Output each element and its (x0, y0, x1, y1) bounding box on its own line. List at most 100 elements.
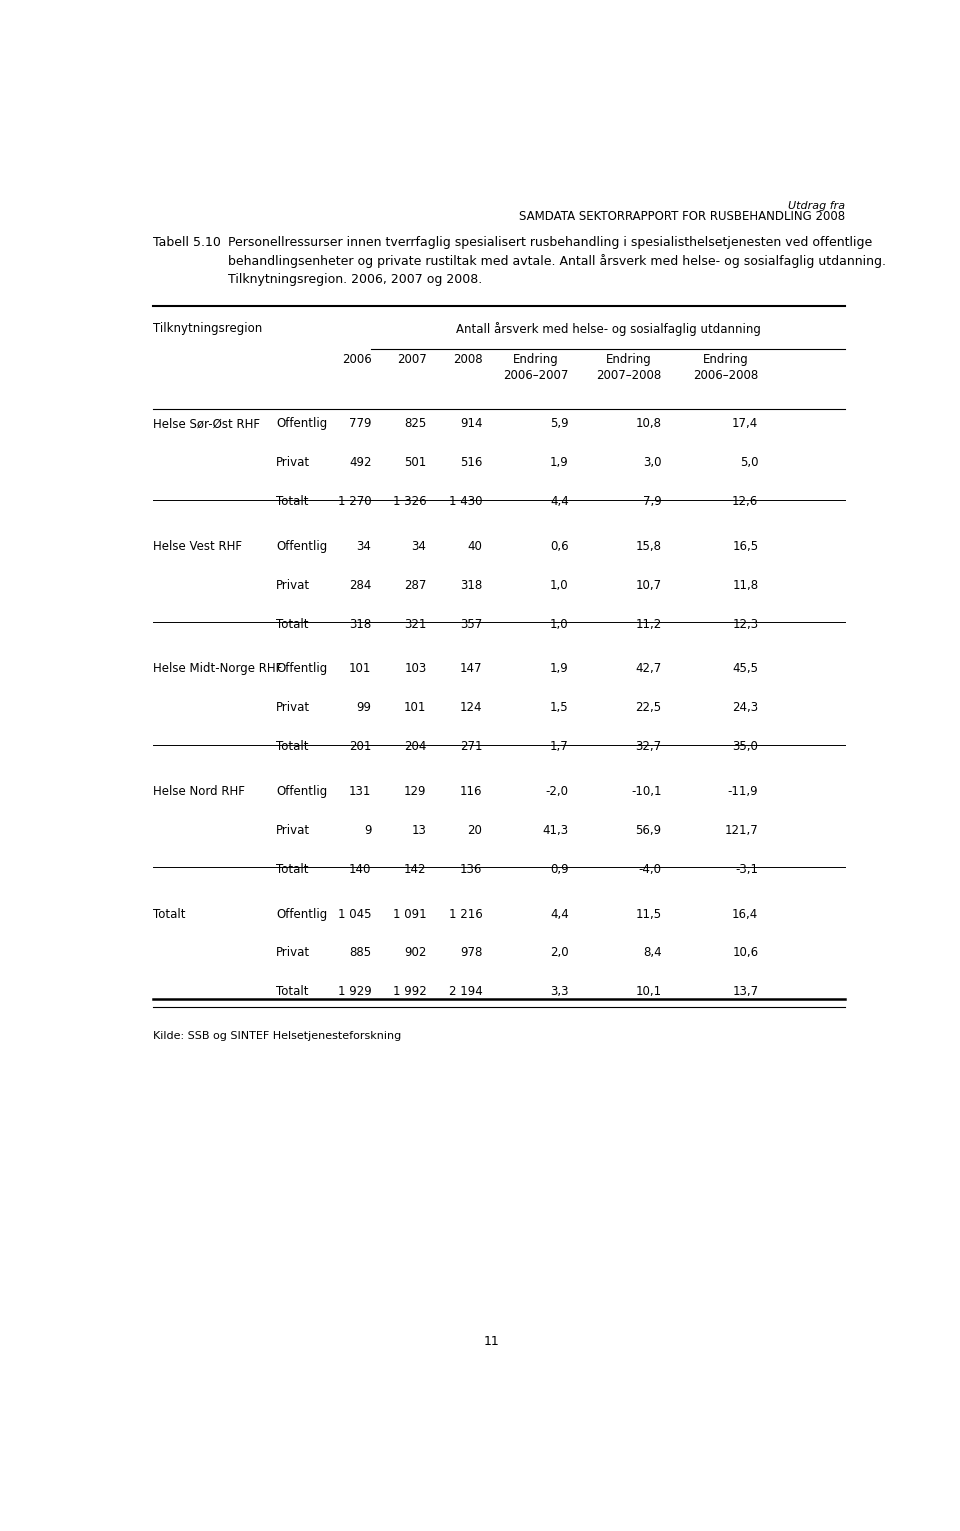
Text: Privat: Privat (276, 946, 310, 960)
Text: 17,4: 17,4 (732, 416, 758, 430)
Text: 1 929: 1 929 (338, 986, 372, 998)
Text: 35,0: 35,0 (732, 739, 758, 753)
Text: 10,1: 10,1 (636, 986, 661, 998)
Text: 16,4: 16,4 (732, 908, 758, 920)
Text: 121,7: 121,7 (725, 824, 758, 837)
Text: 318: 318 (349, 617, 372, 631)
Text: 41,3: 41,3 (542, 824, 568, 837)
Text: 16,5: 16,5 (732, 540, 758, 553)
Text: Tilknytningsregion: Tilknytningsregion (154, 322, 263, 335)
Text: 12,6: 12,6 (732, 495, 758, 508)
Text: 492: 492 (349, 456, 372, 468)
Text: 99: 99 (356, 701, 372, 715)
Text: Totalt: Totalt (276, 495, 309, 508)
Text: Privat: Privat (276, 701, 310, 715)
Text: 1,0: 1,0 (550, 579, 568, 591)
Text: Offentlig: Offentlig (276, 416, 327, 430)
Text: Helse Nord RHF: Helse Nord RHF (154, 785, 246, 798)
Text: 318: 318 (460, 579, 482, 591)
Text: 116: 116 (460, 785, 482, 798)
Text: Antall årsverk med helse- og sosialfaglig utdanning: Antall årsverk med helse- og sosialfagli… (456, 322, 761, 335)
Text: 1,0: 1,0 (550, 617, 568, 631)
Text: 11,8: 11,8 (732, 579, 758, 591)
Text: Privat: Privat (276, 456, 310, 468)
Text: 10,7: 10,7 (636, 579, 661, 591)
Text: 42,7: 42,7 (636, 663, 661, 675)
Text: 3,0: 3,0 (643, 456, 661, 468)
Text: 8,4: 8,4 (643, 946, 661, 960)
Text: Totalt: Totalt (154, 908, 186, 920)
Text: Offentlig: Offentlig (276, 785, 327, 798)
Text: 142: 142 (404, 863, 426, 876)
Text: Helse Midt-Norge RHF: Helse Midt-Norge RHF (154, 663, 283, 675)
Text: Totalt: Totalt (276, 617, 309, 631)
Text: 825: 825 (404, 416, 426, 430)
Text: 1,9: 1,9 (550, 663, 568, 675)
Text: 34: 34 (356, 540, 372, 553)
Text: 1,5: 1,5 (550, 701, 568, 715)
Text: 13: 13 (412, 824, 426, 837)
Text: 5,9: 5,9 (550, 416, 568, 430)
Text: -2,0: -2,0 (545, 785, 568, 798)
Text: 22,5: 22,5 (636, 701, 661, 715)
Text: 11,2: 11,2 (636, 617, 661, 631)
Text: 0,6: 0,6 (550, 540, 568, 553)
Text: 1 091: 1 091 (393, 908, 426, 920)
Text: 2006: 2006 (342, 354, 372, 366)
Text: 914: 914 (460, 416, 482, 430)
Text: Tabell 5.10: Tabell 5.10 (154, 236, 222, 248)
Text: 13,7: 13,7 (732, 986, 758, 998)
Text: 3,3: 3,3 (550, 986, 568, 998)
Text: -10,1: -10,1 (631, 785, 661, 798)
Text: 124: 124 (460, 701, 482, 715)
Text: 4,4: 4,4 (550, 908, 568, 920)
Text: 136: 136 (460, 863, 482, 876)
Text: 2,0: 2,0 (550, 946, 568, 960)
Text: 1,7: 1,7 (550, 739, 568, 753)
Text: 129: 129 (404, 785, 426, 798)
Text: 284: 284 (349, 579, 372, 591)
Text: Kilde: SSB og SINTEF Helsetjenesteforskning: Kilde: SSB og SINTEF Helsetjenesteforskn… (154, 1030, 401, 1041)
Text: 0,9: 0,9 (550, 863, 568, 876)
Text: Endring
2006–2008: Endring 2006–2008 (693, 354, 758, 383)
Text: 45,5: 45,5 (732, 663, 758, 675)
Text: Endring
2007–2008: Endring 2007–2008 (596, 354, 661, 383)
Text: Privat: Privat (276, 824, 310, 837)
Text: 204: 204 (404, 739, 426, 753)
Text: 147: 147 (460, 663, 482, 675)
Text: 885: 885 (349, 946, 372, 960)
Text: Endring
2006–2007: Endring 2006–2007 (503, 354, 568, 383)
Text: 1 430: 1 430 (449, 495, 482, 508)
Text: 287: 287 (404, 579, 426, 591)
Text: 7,9: 7,9 (643, 495, 661, 508)
Text: 1,9: 1,9 (550, 456, 568, 468)
Text: Offentlig: Offentlig (276, 908, 327, 920)
Text: -3,1: -3,1 (735, 863, 758, 876)
Text: 2007: 2007 (396, 354, 426, 366)
Text: Offentlig: Offentlig (276, 663, 327, 675)
Text: 140: 140 (349, 863, 372, 876)
Text: 4,4: 4,4 (550, 495, 568, 508)
Text: Helse Vest RHF: Helse Vest RHF (154, 540, 243, 553)
Text: Privat: Privat (276, 579, 310, 591)
Text: 101: 101 (404, 701, 426, 715)
Text: 5,0: 5,0 (740, 456, 758, 468)
Text: 357: 357 (460, 617, 482, 631)
Text: Personellressurser innen tverrfaglig spesialisert rusbehandling i spesialisthels: Personellressurser innen tverrfaglig spe… (228, 236, 886, 286)
Text: 978: 978 (460, 946, 482, 960)
Text: -4,0: -4,0 (638, 863, 661, 876)
Text: 201: 201 (349, 739, 372, 753)
Text: 1 270: 1 270 (338, 495, 372, 508)
Text: Offentlig: Offentlig (276, 540, 327, 553)
Text: 2 194: 2 194 (448, 986, 482, 998)
Text: 2008: 2008 (453, 354, 482, 366)
Text: SAMDATA SEKTORRAPPORT FOR RUSBEHANDLING 2008: SAMDATA SEKTORRAPPORT FOR RUSBEHANDLING … (519, 210, 846, 222)
Text: Helse Sør-Øst RHF: Helse Sør-Øst RHF (154, 416, 260, 430)
Text: 11: 11 (484, 1335, 500, 1349)
Text: 779: 779 (349, 416, 372, 430)
Text: 103: 103 (404, 663, 426, 675)
Text: 11,5: 11,5 (636, 908, 661, 920)
Text: 56,9: 56,9 (636, 824, 661, 837)
Text: 1 326: 1 326 (393, 495, 426, 508)
Text: 271: 271 (460, 739, 482, 753)
